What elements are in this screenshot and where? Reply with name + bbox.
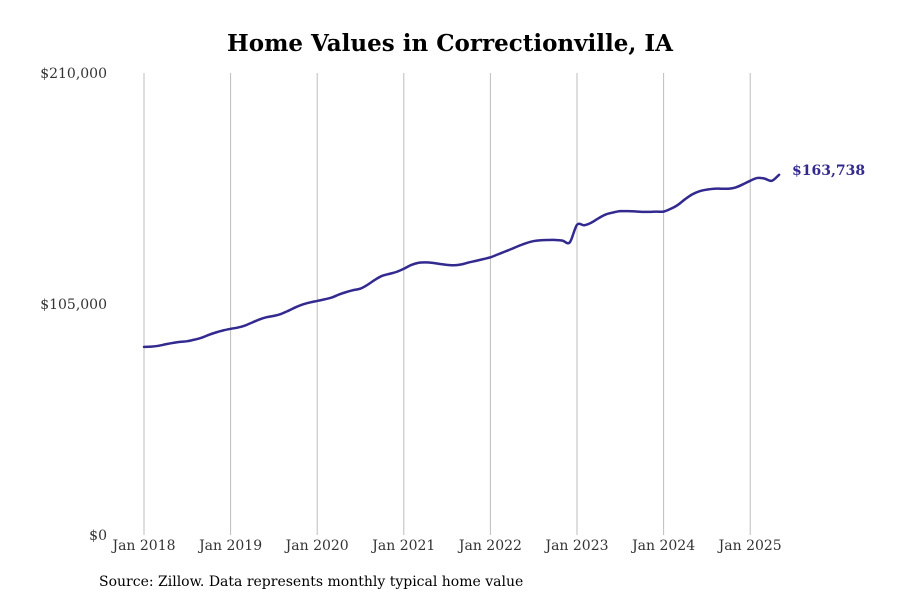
x-tick-label: Jan 2019 [197, 538, 262, 554]
x-tick-label: Jan 2024 [630, 538, 695, 554]
x-tick-label: Jan 2018 [110, 538, 175, 554]
grid-layer [143, 73, 751, 535]
end-value-label: $163,738 [792, 163, 865, 179]
y-tick-label: $210,000 [40, 66, 107, 82]
y-tick-label: $105,000 [40, 297, 107, 313]
x-tick-label: Jan 2025 [717, 538, 782, 554]
series-layer: $163,738 [142, 163, 865, 349]
chart-title: Home Values in Correctionville, IA [227, 30, 673, 57]
x-tick-label: Jan 2022 [457, 538, 522, 554]
home-value-line [142, 173, 781, 349]
x-axis: Jan 2018 Jan 2019 Jan 2020 Jan 2021 Jan 2022… [110, 538, 781, 554]
source-note: Source: Zillow. Data represents monthly … [99, 574, 524, 590]
y-axis: $0 $105,000 $210,000 [40, 66, 107, 544]
x-tick-label: Jan 2021 [370, 538, 435, 554]
x-tick-label: Jan 2020 [284, 538, 349, 554]
x-tick-label: Jan 2023 [543, 538, 608, 554]
y-tick-label: $0 [89, 528, 107, 544]
